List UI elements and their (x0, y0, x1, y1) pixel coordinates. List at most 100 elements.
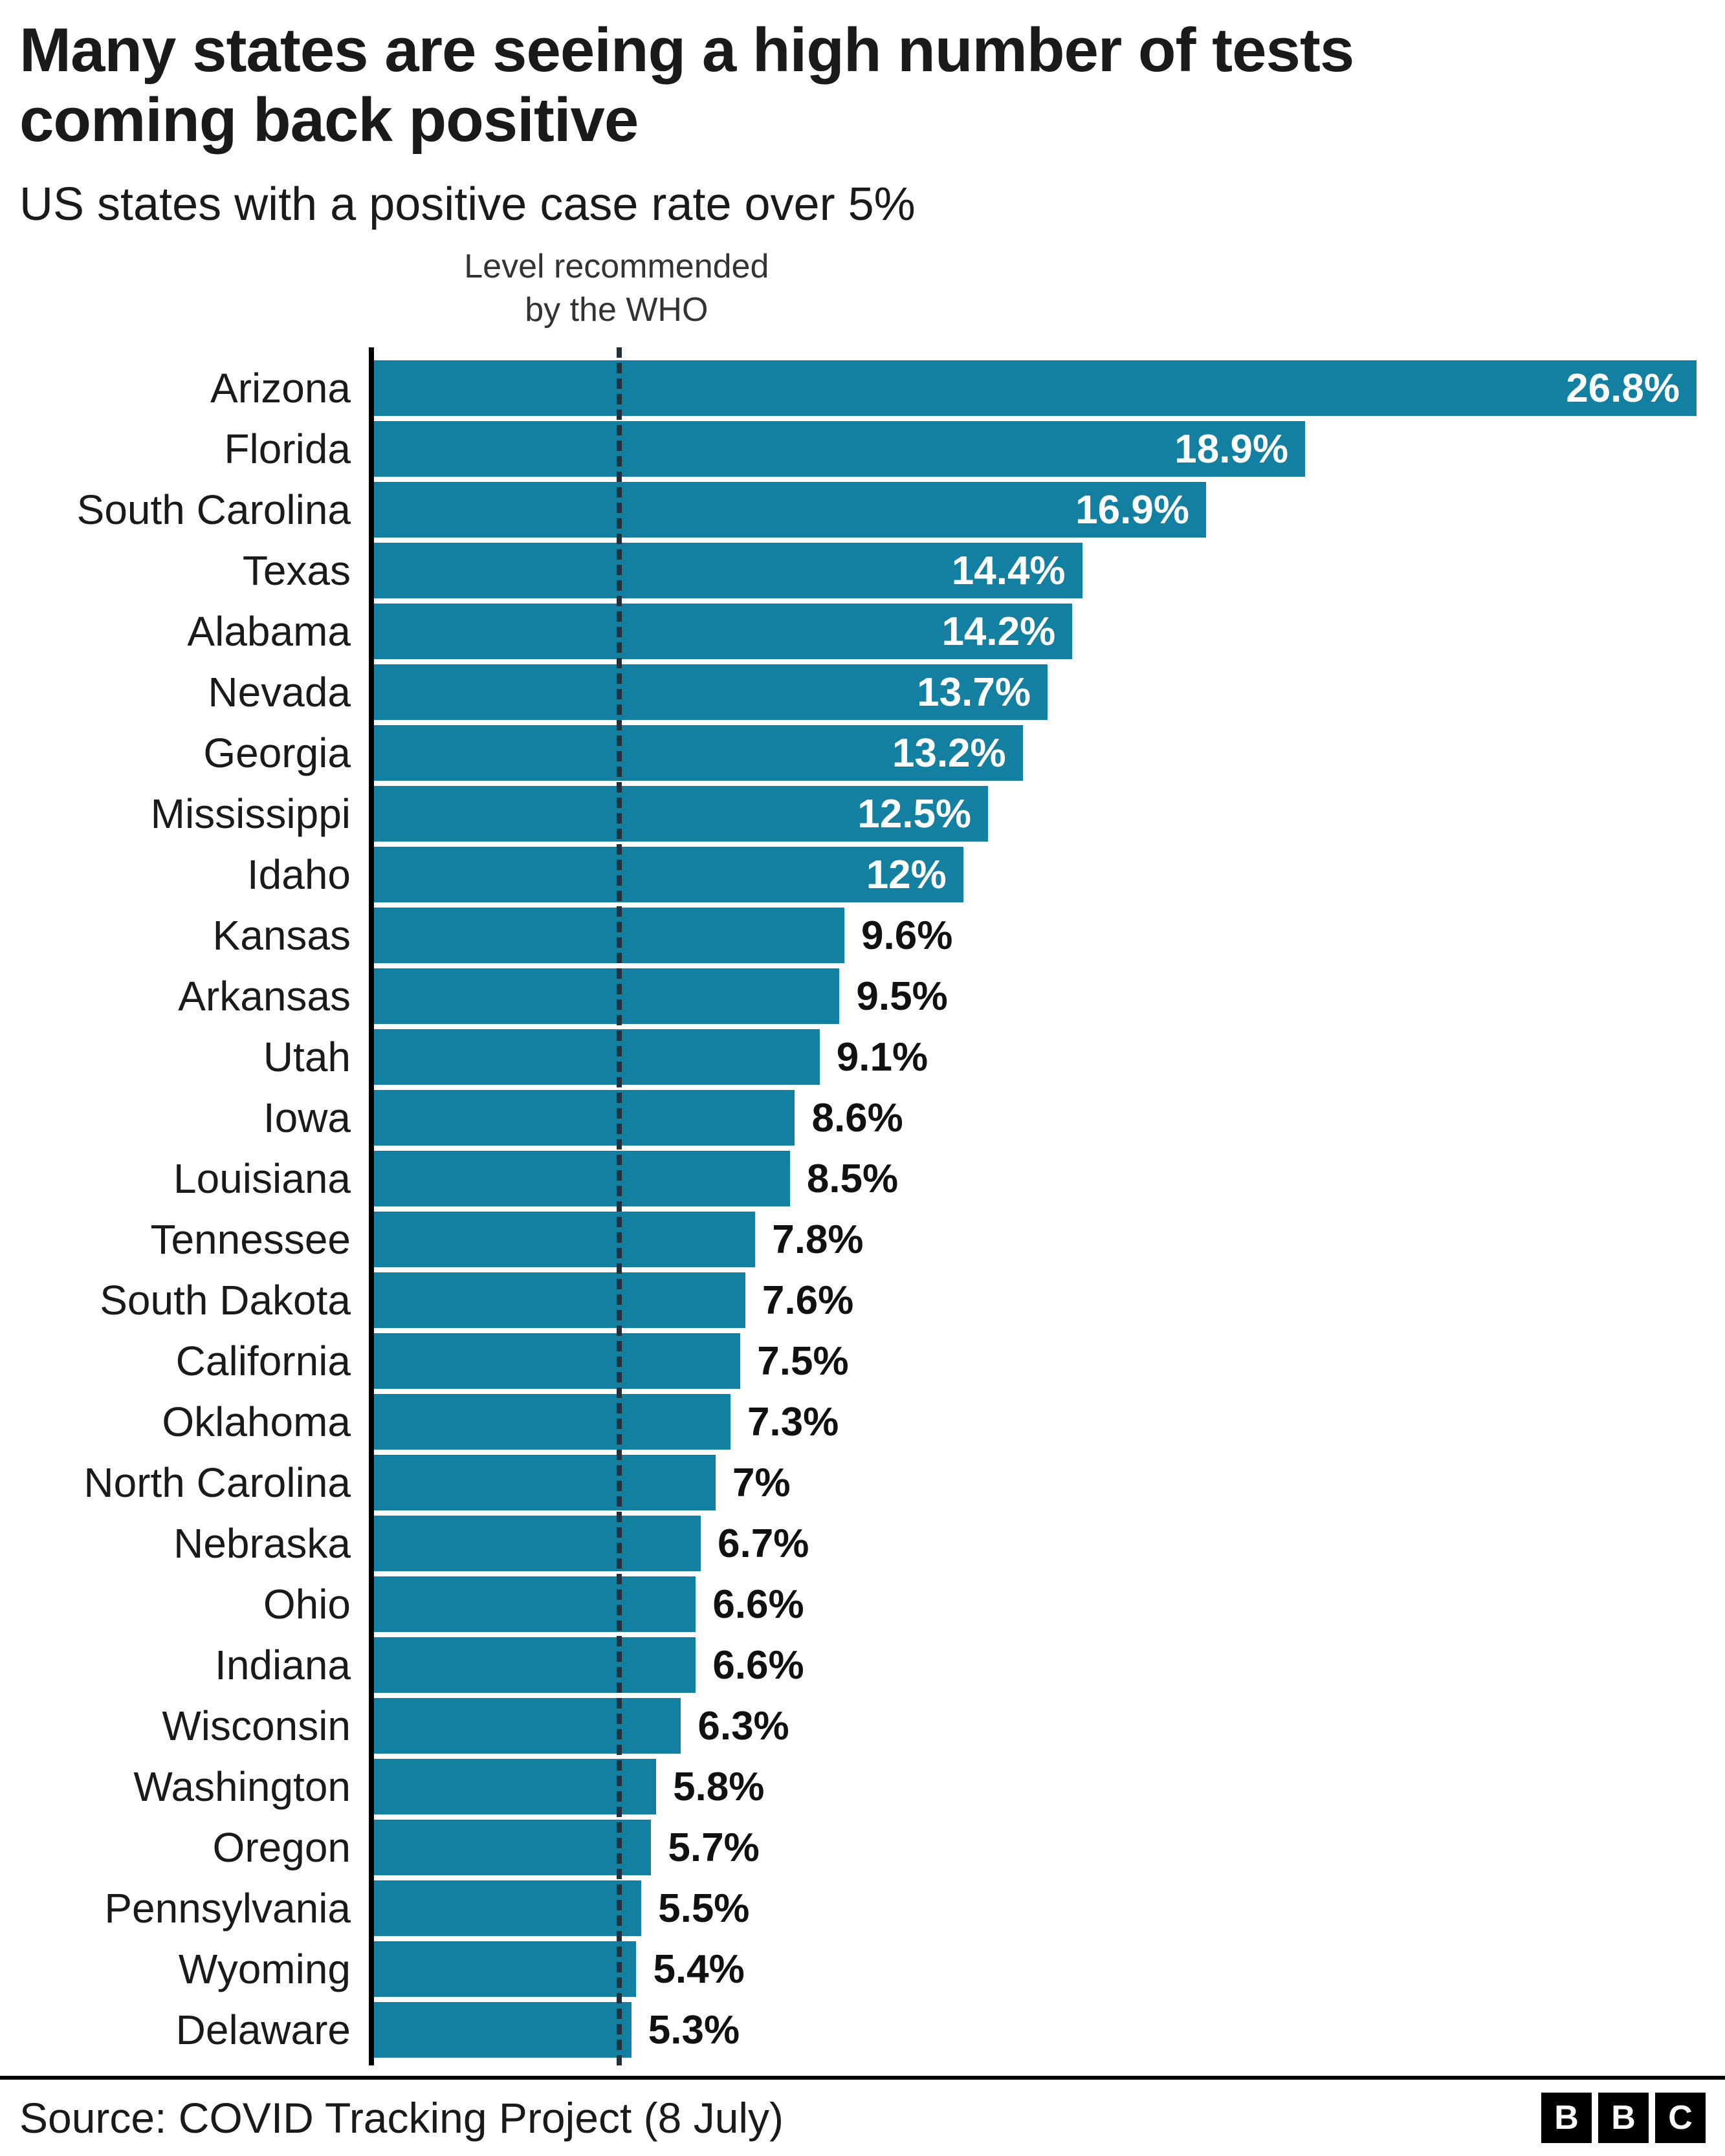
bar-row: Oregon 5.7% (19, 1817, 1697, 1878)
bar-row: Oklahoma 7.3% (19, 1391, 1697, 1452)
state-label: South Dakota (100, 1277, 351, 1324)
value-label: 5.3% (648, 2007, 740, 2053)
bar-zone: 7% (369, 1452, 1697, 1513)
chart-subtitle: US states with a positive case rate over… (19, 179, 916, 231)
bar-zone: 7.3% (369, 1391, 1697, 1452)
bar-zone: 5.5% (369, 1878, 1697, 1939)
bar (369, 968, 840, 1025)
bar-row: Kansas 9.6% (19, 905, 1697, 966)
value-label: 7.6% (762, 1278, 854, 1323)
value-label: 6.7% (718, 1521, 809, 1566)
bbc-logo-letter: B (1541, 2093, 1592, 2144)
bar-zone: 12% (369, 844, 1697, 905)
bar-zone: 5.7% (369, 1817, 1697, 1878)
chart-title: Many states are seeing a high number of … (19, 16, 1354, 155)
bar-row: California 7.5% (19, 1331, 1697, 1391)
state-label: Wisconsin (162, 1703, 351, 1750)
value-label: 5.4% (653, 1946, 745, 1992)
bar-row: Wisconsin 6.3% (19, 1695, 1697, 1756)
state-label: Washington (133, 1763, 351, 1811)
bar-zone: 13.7% (369, 662, 1697, 723)
bar-zone: 7.6% (369, 1270, 1697, 1331)
value-label: 7.8% (772, 1217, 864, 1262)
bar-zone: 8.5% (369, 1148, 1697, 1209)
bar-zone: 5.4% (369, 1939, 1697, 1999)
bar: 14.4% (369, 543, 1082, 599)
bar-zone: 6.6% (369, 1574, 1697, 1635)
bar-zone: 14.4% (369, 540, 1697, 601)
value-label: 7.3% (747, 1399, 839, 1444)
bar (369, 1272, 745, 1329)
bar-zone: 9.6% (369, 905, 1697, 966)
state-label: Wyoming (178, 1946, 351, 1993)
state-label: Arkansas (178, 973, 351, 1020)
bar-row: Delaware 5.3% (19, 1999, 1697, 2060)
who-annotation: Level recommended by the WHO (464, 248, 769, 329)
bar-row: Nevada 13.7% (19, 662, 1697, 723)
value-label: 9.6% (861, 913, 953, 958)
state-label: Oklahoma (162, 1399, 351, 1446)
bar-zone: 7.5% (369, 1331, 1697, 1391)
value-label: 14.2% (941, 609, 1056, 654)
value-label: 16.9% (1075, 487, 1189, 532)
bar-row: Louisiana 8.5% (19, 1148, 1697, 1209)
bbc-logo-letter: C (1655, 2093, 1706, 2144)
value-label: 6.6% (712, 1642, 804, 1688)
state-label: Indiana (215, 1642, 351, 1689)
bar-row: Texas 14.4% (19, 540, 1697, 601)
bar-zone: 18.9% (369, 419, 1697, 479)
bar (369, 2002, 632, 2058)
state-label: California (175, 1338, 351, 1385)
bar-zone: 6.7% (369, 1513, 1697, 1574)
bar (369, 1029, 820, 1085)
state-label: North Carolina (83, 1459, 351, 1507)
state-label: Louisiana (173, 1155, 351, 1203)
bar-row: Ohio 6.6% (19, 1574, 1697, 1635)
value-label: 6.3% (698, 1703, 789, 1748)
bar-zone: 16.9% (369, 479, 1697, 540)
bar-zone: 6.6% (369, 1635, 1697, 1695)
state-label: Kansas (212, 912, 351, 959)
bar-zone: 6.3% (369, 1695, 1697, 1756)
bar-row: South Carolina 16.9% (19, 479, 1697, 540)
bar (369, 1576, 696, 1633)
value-label: 8.5% (806, 1156, 899, 1201)
bar-row: Idaho 12% (19, 844, 1697, 905)
bbc-logo-letter: B (1598, 2093, 1649, 2144)
value-label: 7% (732, 1460, 791, 1505)
page: Many states are seeing a high number of … (19, 16, 1697, 2066)
state-label: Arizona (210, 365, 351, 412)
value-label: 9.5% (856, 974, 948, 1019)
bar-row: South Dakota 7.6% (19, 1270, 1697, 1331)
state-label: Georgia (203, 730, 351, 777)
bar-chart: Arizona 26.8% Florida 18.9% South Carolina 16… (19, 347, 1697, 2066)
bar-row: Wyoming 5.4% (19, 1939, 1697, 1999)
value-label: 14.4% (951, 548, 1066, 593)
state-label: Oregon (212, 1824, 351, 1871)
bar-row: Pennsylvania 5.5% (19, 1878, 1697, 1939)
bar (369, 1941, 637, 1998)
bar (369, 1880, 642, 1937)
bar (369, 1455, 716, 1511)
bar (369, 1637, 696, 1693)
bar-row: Iowa 8.6% (19, 1087, 1697, 1148)
state-label: Texas (242, 547, 351, 594)
bar: 13.7% (369, 664, 1048, 721)
bar (369, 1090, 795, 1146)
state-label: South Carolina (76, 486, 351, 534)
source-text: Source: COVID Tracking Project (8 July) (19, 2094, 784, 2142)
value-label: 5.7% (668, 1825, 760, 1870)
value-label: 18.9% (1174, 426, 1289, 472)
bar: 26.8% (369, 360, 1697, 417)
bar (369, 1394, 731, 1450)
state-label: Florida (224, 426, 351, 473)
bar: 14.2% (369, 604, 1073, 660)
value-label: 5.8% (673, 1764, 765, 1809)
bar (369, 1759, 657, 1815)
bar-row: Florida 18.9% (19, 419, 1697, 479)
bar-zone: 13.2% (369, 723, 1697, 783)
value-label: 6.6% (712, 1582, 804, 1627)
state-label: Mississippi (150, 790, 351, 838)
bar (369, 908, 845, 964)
